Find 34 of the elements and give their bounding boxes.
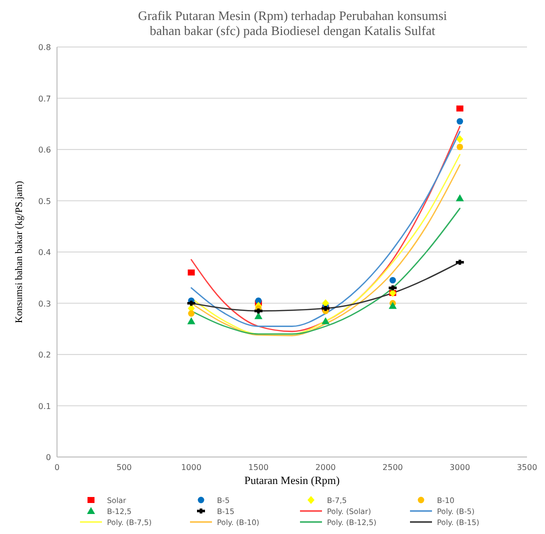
y-tick-label: 0.4 — [38, 248, 51, 257]
x-tick-label: 500 — [116, 463, 132, 472]
chart-title: Grafik Putaran Mesin (Rpm) terhadap Perubahan konsumsi bahan bakar (sfc) pada Biodiesel dengan Katalis Sulfat — [138, 8, 448, 38]
y-tick-label: 0.3 — [38, 299, 51, 308]
x-tick-label: 1500 — [248, 463, 269, 472]
point — [187, 317, 196, 324]
point — [456, 118, 464, 125]
point — [188, 270, 195, 276]
point — [456, 135, 464, 144]
y-tick-label: 0.8 — [38, 43, 51, 52]
x-tick-label: 2500 — [382, 463, 403, 472]
point — [456, 106, 464, 112]
y-tick-label: 0.5 — [38, 196, 51, 206]
y-tick-label: 0 — [46, 453, 51, 462]
point — [454, 258, 466, 266]
x-tick-label: 3500 — [516, 463, 538, 472]
x-tick-label: 2000 — [315, 463, 336, 472]
point — [186, 299, 197, 308]
point — [253, 307, 264, 315]
point — [322, 317, 330, 324]
x-axis-title: Putaran Mesin (Rpm) — [244, 475, 340, 487]
point — [188, 310, 194, 317]
point — [390, 276, 396, 284]
x-tick-label: 3000 — [450, 463, 470, 472]
y-tick-label: 0.7 — [38, 94, 51, 104]
x-tick-label: 1000 — [181, 463, 202, 472]
y-tick-label: 0.6 — [38, 146, 51, 154]
point — [388, 302, 397, 309]
x-tick-label: 0 — [54, 463, 60, 472]
y-axis-title: Konsumsi bahan bakar (kg/PS.jam) — [14, 180, 25, 324]
point — [456, 144, 464, 150]
point — [456, 194, 464, 202]
y-tick-label: 0.1 — [38, 402, 51, 411]
y-tick-label: 0.2 — [38, 350, 51, 360]
